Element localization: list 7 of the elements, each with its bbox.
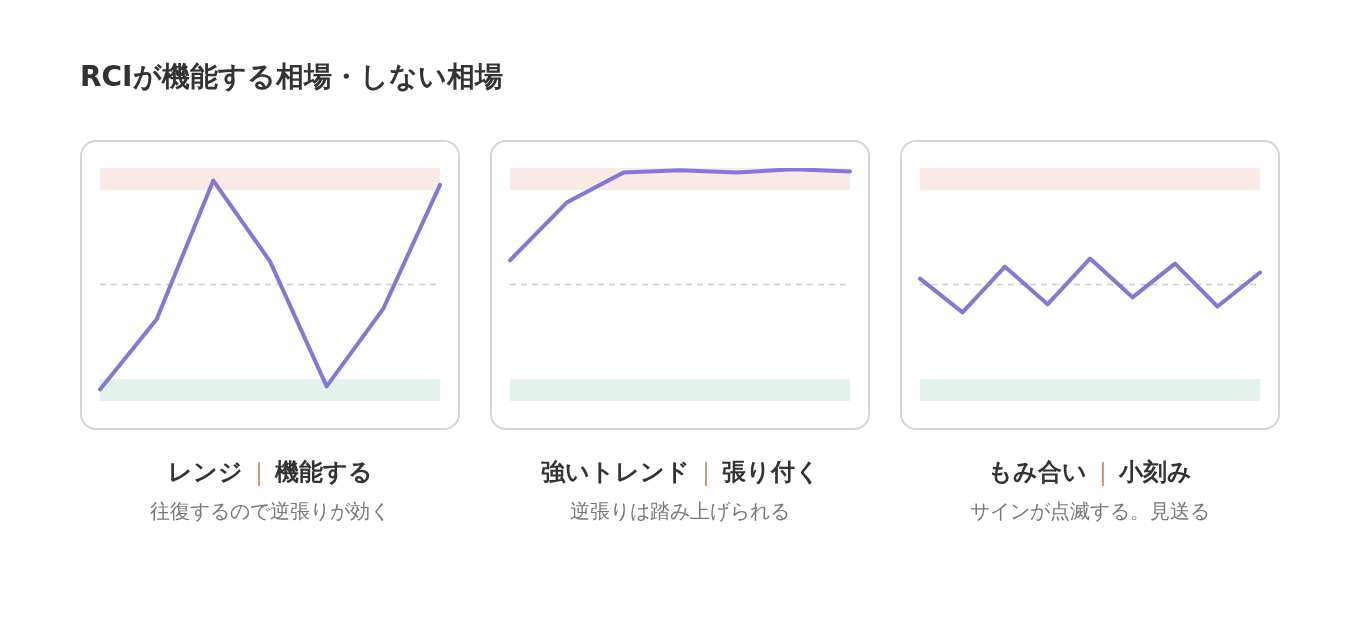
x-axis-title: 強いトレンド｜張り付く [540, 458, 820, 486]
chart-title: RCIが機能する相場・しない相場 [80, 59, 503, 95]
text: 逆張りは踏み上げられる [569, 498, 791, 525]
text: 往復するので逆張りが効く [149, 498, 391, 525]
text: サインが点滅する。見送る [969, 498, 1211, 525]
x-axis-title: もみ合い｜小刻み [988, 458, 1192, 486]
x-axis-title: レンジ｜機能する [167, 458, 373, 486]
